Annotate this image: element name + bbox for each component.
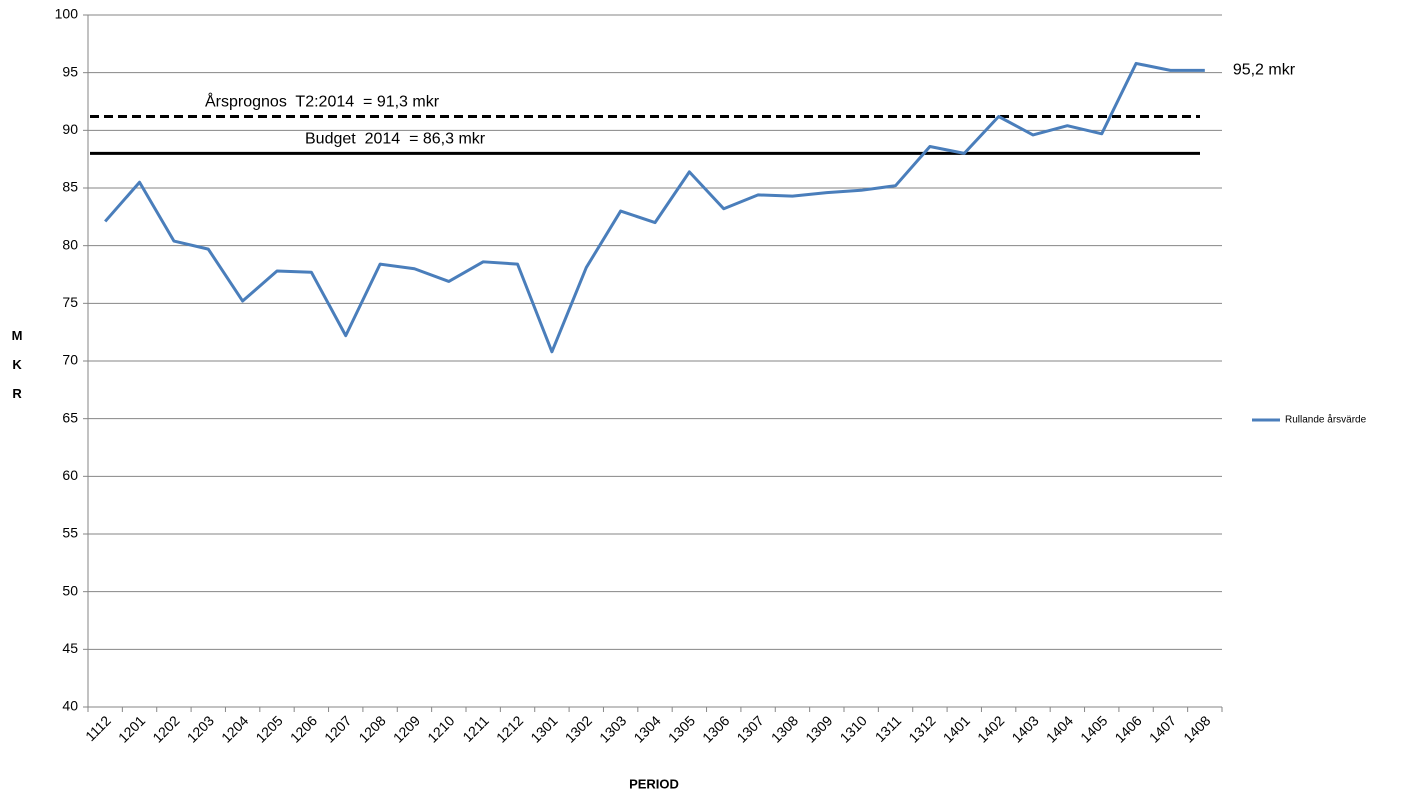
x-tick-label: 1301 [527, 712, 560, 745]
x-tick-label: 1309 [802, 712, 835, 745]
legend-label: Rullande årsvärde [1285, 414, 1367, 426]
x-tick-label: 1311 [872, 712, 905, 745]
y-tick-label: 65 [62, 409, 78, 425]
x-tick-label: 1402 [974, 712, 1007, 745]
y-tick-label: 70 [62, 352, 78, 368]
y-tick-label: 50 [62, 582, 78, 598]
x-tick-label: 1305 [665, 712, 698, 745]
y-tick-label: 75 [62, 294, 78, 310]
x-axis-label: PERIOD [629, 776, 679, 791]
y-tick-label: 60 [62, 467, 78, 483]
x-tick-label: 1205 [252, 712, 285, 745]
end-label: 95,2 mkr [1233, 62, 1296, 79]
x-tick-label: 1209 [390, 712, 423, 745]
reference-label: Budget 2014 = 86,3 mkr [305, 131, 486, 148]
x-tick-label: 1206 [287, 712, 320, 745]
x-tick-label: 1407 [1146, 712, 1179, 745]
y-tick-label: 45 [62, 640, 78, 656]
x-tick-label: 1307 [733, 712, 766, 745]
x-tick-label: 1303 [596, 712, 629, 745]
y-tick-label: 90 [62, 121, 78, 137]
x-tick-label: 1112 [82, 712, 114, 744]
x-tick-label: 1404 [1043, 712, 1076, 745]
x-tick-label: 1201 [115, 712, 148, 745]
x-tick-label: 1202 [149, 712, 182, 745]
y-tick-label: 85 [62, 179, 78, 195]
x-tick-label: 1405 [1077, 712, 1110, 745]
x-tick-label: 1208 [355, 712, 388, 745]
reference-label: Årsprognos T2:2014 = 91,3 mkr [205, 92, 440, 111]
line-series [104, 61, 1205, 354]
x-tick-label: 1302 [562, 712, 595, 745]
y-axis-label: MKR [10, 328, 25, 415]
x-tick-label: 1310 [837, 712, 870, 745]
x-tick-label: 1401 [940, 712, 973, 745]
x-tick-label: 1308 [768, 712, 801, 745]
y-tick-label: 40 [62, 698, 78, 714]
x-tick-label: 1204 [218, 712, 251, 745]
x-tick-label: 1211 [459, 712, 492, 745]
x-tick-label: 1406 [1111, 712, 1144, 745]
y-tick-label: 80 [62, 236, 78, 252]
x-tick-label: 1210 [424, 712, 457, 745]
x-tick-label: 1306 [699, 712, 732, 745]
x-tick-label: 1403 [1008, 712, 1041, 745]
y-tick-label: 55 [62, 525, 78, 541]
x-tick-label: 1408 [1180, 712, 1213, 745]
x-tick-label: 1212 [493, 712, 526, 745]
x-tick-label: 1207 [321, 712, 354, 745]
x-tick-label: 1203 [184, 712, 217, 745]
y-tick-label: 100 [55, 6, 79, 22]
x-tick-label: 1304 [630, 712, 663, 745]
x-tick-label: 1312 [905, 712, 938, 745]
y-tick-label: 95 [62, 63, 78, 79]
